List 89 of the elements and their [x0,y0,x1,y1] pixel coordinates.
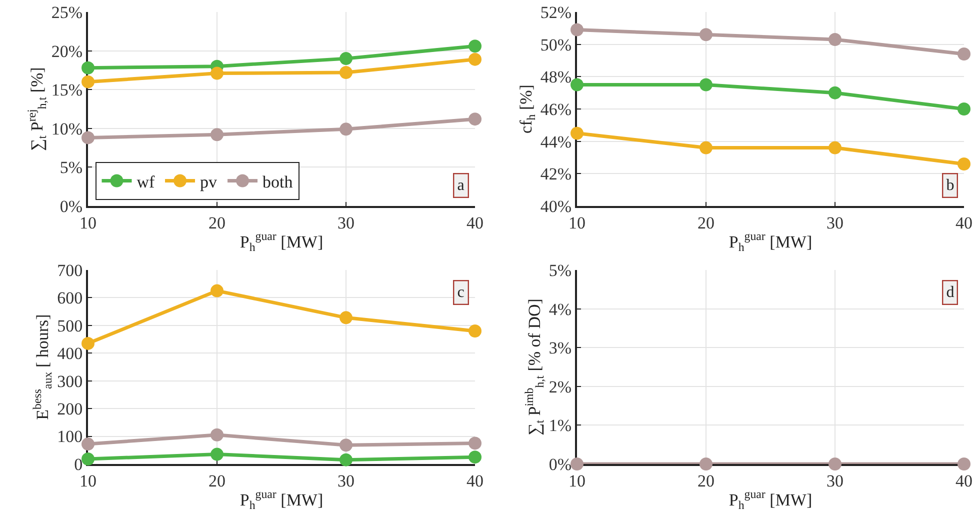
y-tick-label: 52% [540,2,572,22]
x-tick-label: 40 [466,471,484,490]
x-tick-label: 40 [956,213,972,232]
point [340,122,352,136]
annotation: d [946,284,954,302]
point [210,66,224,80]
point [82,336,94,350]
point [958,48,970,61]
x-tick-label: 40 [956,471,972,490]
point [700,78,712,92]
point [468,112,482,126]
y-tick-label: 48% [540,68,572,87]
annotation: a [457,177,464,194]
point [210,128,224,142]
y-tick-label: 5% [548,260,572,280]
y-tick-label: 25% [51,2,83,22]
point [340,66,352,80]
y-tick-label: 44% [540,132,572,152]
y-tick-label: 20% [51,42,83,61]
y-tick-label: 500 [57,316,83,336]
y-tick-label: 0 [74,454,83,474]
point [570,126,584,140]
point [82,131,94,144]
x-tick-label: 30 [338,213,354,232]
point [958,102,970,116]
y-tick-label: 5% [60,158,83,178]
point [340,52,352,66]
point [570,23,584,36]
x-tick-label: 10 [80,213,96,232]
y-tick-label: 15% [51,80,83,100]
point [828,32,842,46]
x-tick-label: 30 [826,213,844,232]
point [340,453,352,466]
x-tick-label: 20 [208,213,226,232]
y-tick-label: 1% [548,416,572,436]
y-tick-label: 2% [548,377,572,396]
y-tick-label: 10% [51,119,83,138]
point [828,141,842,154]
x-tick-label: 20 [698,471,714,490]
x-tick-label: 20 [698,213,714,232]
x-tick-label: 20 [208,471,226,490]
point [210,448,224,461]
y-tick-label: 300 [57,372,83,391]
y-tick-label: 46% [540,100,572,119]
x-tick-label: 10 [80,471,96,490]
y-tick-label: 40% [540,196,572,216]
y-tick-label: 3% [548,338,572,358]
x-axis-title: P$_{h}$$^{guar}$ [MW] [240,229,324,254]
x-tick-label: 10 [568,213,586,232]
point [340,311,352,324]
x-tick-label: 40 [466,213,484,232]
y-tick-label: 50% [540,35,572,54]
x-axis-title: P$_{h}$$^{guar}$ [MW] [728,487,812,512]
x-axis-title: P$_{h}$$^{guar}$ [MW] [240,487,324,512]
x-tick-label: 10 [568,471,586,490]
point [340,438,352,452]
point [468,324,482,338]
point [468,436,482,450]
legend-label: both [262,172,294,192]
point [958,157,970,170]
point [570,78,584,92]
x-axis-title: P$_{h}$$^{guar}$ [MW] [728,229,812,254]
x-tick-label: 30 [338,471,354,490]
point [82,438,94,451]
y-tick-label: 400 [57,344,83,364]
point [82,452,94,466]
y-tick-label: 200 [57,400,83,419]
legend-label: wf [136,172,156,192]
point [82,75,94,88]
y-tick-label: 4% [548,300,572,319]
y-tick-label: 0% [548,454,572,474]
y-tick-label: 100 [57,427,83,446]
point [828,86,842,100]
point [700,141,712,154]
point [700,28,712,42]
y-tick-label: 42% [540,164,572,184]
point [468,40,482,53]
point [82,61,94,74]
y-tick-label: 0% [60,196,83,216]
point [468,450,482,464]
x-tick-label: 30 [826,471,844,490]
annotation: c [457,284,464,302]
y-tick-label: 600 [57,288,83,308]
point [468,52,482,66]
point [210,284,224,298]
y-tick-label: 700 [57,260,83,280]
point [210,428,224,442]
annotation: b [946,177,954,194]
legend-label: pv [200,172,218,192]
